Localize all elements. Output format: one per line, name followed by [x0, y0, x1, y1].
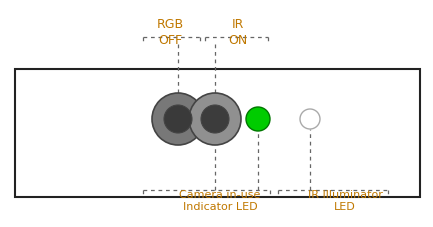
Circle shape [164, 106, 192, 133]
Circle shape [300, 109, 320, 129]
Text: IR Illuminator
LED: IR Illuminator LED [307, 189, 382, 211]
Circle shape [189, 94, 241, 145]
Text: IR
ON: IR ON [228, 18, 248, 47]
Text: Camera in-use
Indicator LED: Camera in-use Indicator LED [179, 189, 261, 211]
Bar [15, 70, 420, 197]
Circle shape [201, 106, 229, 133]
Circle shape [246, 108, 270, 131]
Circle shape [152, 94, 204, 145]
Text: RGB
OFF: RGB OFF [156, 18, 184, 47]
